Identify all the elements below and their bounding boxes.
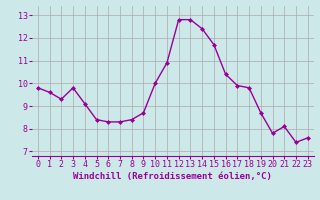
X-axis label: Windchill (Refroidissement éolien,°C): Windchill (Refroidissement éolien,°C): [73, 172, 272, 181]
